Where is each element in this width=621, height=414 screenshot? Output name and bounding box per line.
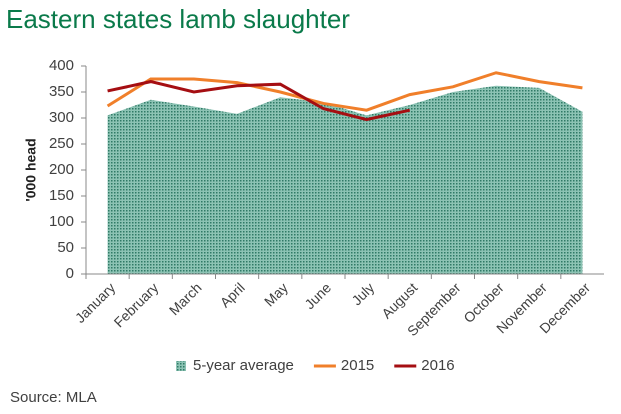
y-tick-label: 250 bbox=[49, 135, 74, 152]
y-tick-label: 50 bbox=[57, 239, 74, 256]
y-tick-label: 0 bbox=[66, 265, 74, 282]
line bbox=[107, 80, 411, 122]
source: Source: MLA bbox=[10, 389, 97, 406]
x-tick-label: May bbox=[261, 279, 291, 309]
x-tick-label: April bbox=[217, 279, 248, 310]
legend-swatch bbox=[176, 361, 186, 371]
y-tick-label: 200 bbox=[49, 161, 74, 178]
x-tick-label: July bbox=[348, 279, 377, 308]
y-tick-label: 150 bbox=[49, 187, 74, 204]
legend-label: 5-year average bbox=[193, 357, 294, 374]
y-tick-label: 400 bbox=[49, 57, 74, 74]
y-tick-label: 100 bbox=[49, 213, 74, 230]
x-tick-label: June bbox=[301, 279, 334, 312]
y-tick-label: 300 bbox=[49, 109, 74, 126]
y-tick-label: 350 bbox=[49, 83, 74, 100]
x-tick-label: August bbox=[378, 279, 420, 321]
legend-label: 2015 bbox=[341, 357, 374, 374]
chart-title: Eastern states lamb slaughter bbox=[6, 4, 350, 34]
x-tick-label: March bbox=[166, 279, 205, 318]
line bbox=[106, 71, 583, 112]
legend-label: 2016 bbox=[421, 357, 454, 374]
area bbox=[107, 85, 583, 274]
y-axis-label: '000 head bbox=[23, 138, 39, 201]
x-tick-label: February bbox=[111, 279, 162, 330]
